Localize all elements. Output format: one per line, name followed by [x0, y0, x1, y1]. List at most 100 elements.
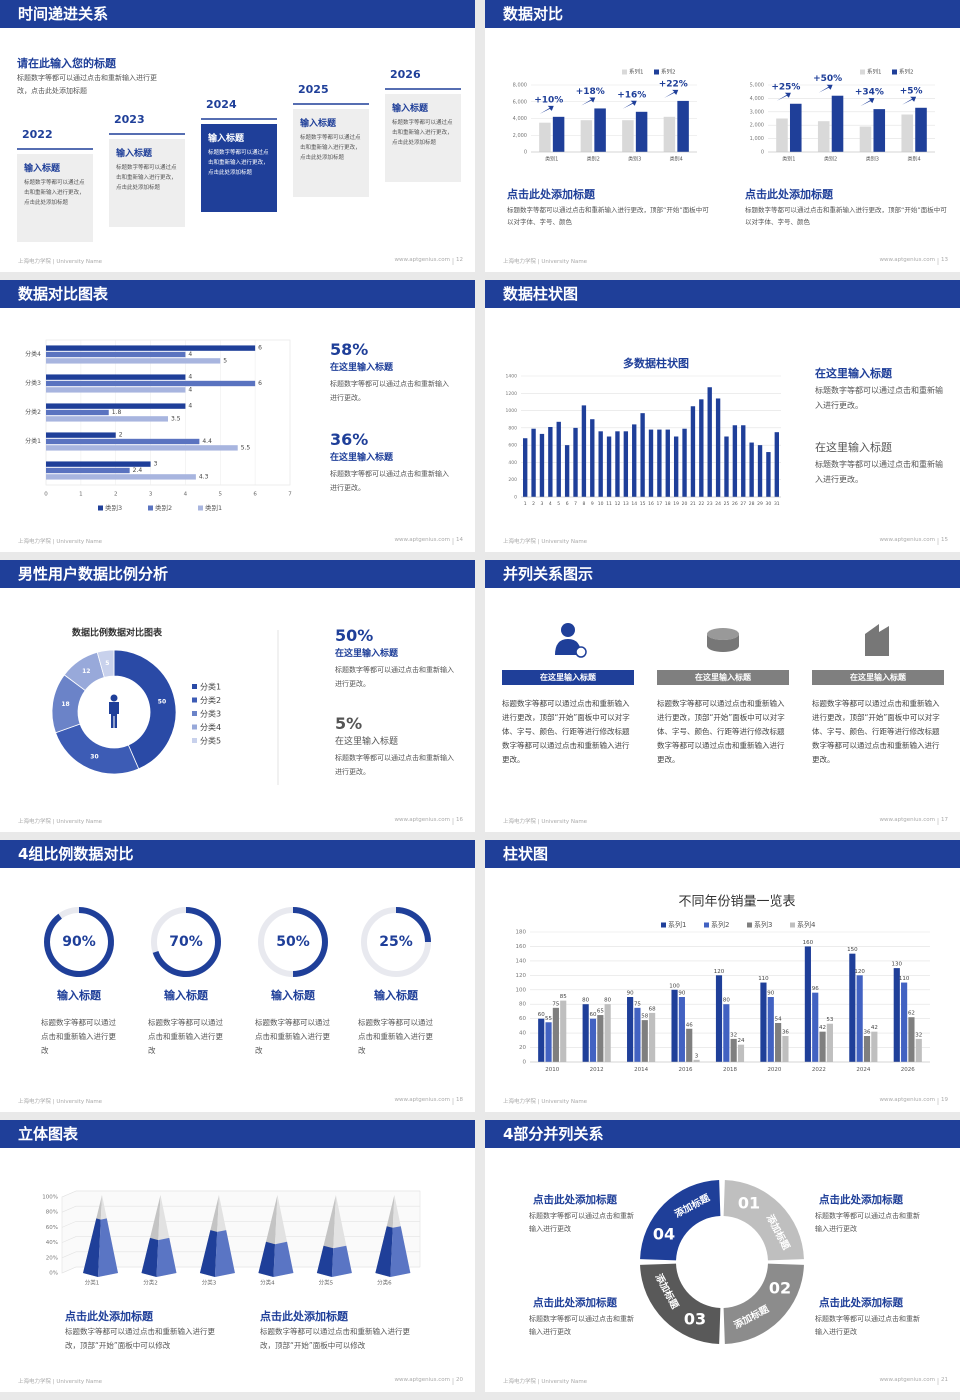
growth-arrow	[539, 105, 554, 114]
data-label: 80	[604, 998, 611, 1004]
data-label: 2	[119, 432, 123, 439]
cycle-segment	[640, 1263, 721, 1344]
pyramid-fill-face	[199, 1230, 218, 1277]
ring-label: 50%	[276, 934, 310, 950]
legend-swatch	[192, 684, 197, 689]
donut-slice	[96, 649, 115, 678]
x-tick-label: 5	[219, 492, 223, 498]
bar	[767, 997, 774, 1062]
data-label: 100	[669, 983, 680, 989]
bar	[641, 1020, 648, 1062]
x-tick-label: 2024	[856, 1067, 870, 1073]
pyramid-fill	[83, 1218, 118, 1277]
pyramid-fill-face	[141, 1237, 159, 1277]
bar	[893, 968, 900, 1062]
data-label: 4	[188, 351, 192, 358]
slide: 90% 70% 50% 25% 4组比例数据对比 上海电力学院 | University …	[0, 840, 475, 1112]
legend-swatch	[747, 922, 752, 928]
slide-title: 柱状图	[503, 845, 549, 863]
block-heading: 点击此处添加标题	[65, 1310, 153, 1323]
bar	[598, 431, 603, 497]
block-text: 标题数字等都可以通过点击和重新输入进行更改，顶部“开始”面板中可以对字体、字号、…	[507, 206, 709, 226]
pyramid-fill-face	[316, 1245, 334, 1277]
y-tick-label: 100	[516, 987, 527, 993]
column-label: 在这里输入标题	[850, 673, 906, 682]
step-year: 2025	[298, 83, 329, 96]
footer-page: 20	[456, 1377, 463, 1383]
growth-arrow	[860, 98, 875, 107]
pyramid-fill	[141, 1237, 177, 1277]
legend-label: 类别2	[155, 503, 172, 512]
stat-value: 5%	[335, 714, 363, 733]
data-label: 96	[812, 986, 819, 992]
x-tick-label: 2	[114, 492, 118, 498]
x-tick-label: 2	[532, 501, 535, 507]
data-label: 3.5	[171, 415, 181, 422]
bar	[693, 1059, 700, 1062]
header-bar	[0, 280, 475, 308]
block-text: 标题数字等都可以通过点击和重新输入进行更改	[529, 1212, 634, 1233]
x-tick-label: 1	[524, 501, 527, 507]
y-tick-label: 分类2	[25, 408, 41, 416]
bar	[627, 997, 634, 1062]
bar	[539, 433, 545, 497]
slide: 时间递进关系 上海电力学院 | University Name www.aptgen…	[0, 0, 475, 272]
footer-site: www.aptgenius.com	[879, 257, 936, 263]
bar	[648, 429, 654, 497]
bar	[826, 1023, 833, 1062]
header-bar	[485, 0, 960, 28]
y-tick-label: 4,000	[513, 116, 527, 122]
y-tick-label: 分类4	[25, 350, 41, 358]
y-tick-label: 0%	[49, 1271, 58, 1277]
footer-site: www.aptgenius.com	[394, 817, 451, 823]
footer-site: www.aptgenius.com	[394, 1097, 451, 1103]
y-tick-label: 1200	[506, 391, 518, 397]
data-label: 5	[223, 357, 227, 364]
block-text: 标题数字等都可以通过点击和重新输入进行更改，顶部“开始”面板中可以修改	[65, 1327, 215, 1350]
legend-label: 系列1	[629, 68, 644, 76]
x-tick-label: 2012	[590, 1067, 604, 1073]
bar	[556, 421, 561, 497]
data-label: 3	[695, 1053, 699, 1059]
bar	[46, 432, 116, 438]
bar	[582, 1004, 589, 1062]
header-bar	[485, 1120, 960, 1148]
stat-title: 在这里输入标题	[335, 737, 399, 747]
data-label: 5	[105, 660, 109, 667]
data-label: 4.3	[199, 473, 209, 480]
footer-school: 上海电力学院 | University Name	[503, 1379, 588, 1385]
slide-graphics: 数据比例数据对比图表 50 分类1 30 分类2 18 分类3 12 分类4 5 分类5	[51, 627, 454, 825]
ring-label: 90%	[62, 934, 96, 950]
step-card	[293, 109, 369, 197]
ring-arc	[396, 907, 431, 942]
y-tick-label: 1400	[506, 374, 518, 380]
footer-school: 上海电力学院 | University Name	[503, 259, 588, 265]
slide-graphics: 0 2,000 4,000 6,000 8,000 类别1 类别2 类别3 类别4 系列1 系列2 +…	[513, 68, 939, 265]
header-bar	[0, 840, 475, 868]
legend-label: 类别1	[205, 503, 222, 512]
x-tick-label: 类别1	[782, 156, 795, 163]
data-label: 120	[854, 969, 865, 975]
bar	[552, 1007, 559, 1062]
legend-swatch	[860, 69, 865, 75]
block-text: 标题数字等都可以通过点击和重新输入进行更改	[815, 1212, 920, 1233]
bar	[665, 429, 670, 497]
y-tick-label: 200	[508, 477, 517, 483]
bar	[715, 975, 723, 1062]
pyramid-fill	[316, 1245, 352, 1277]
y-tick-label: 0	[523, 1060, 527, 1066]
growth-arrow	[818, 84, 833, 93]
bar	[915, 107, 927, 152]
slide-graphics	[17, 88, 461, 265]
x-tick-label: 17	[657, 501, 663, 507]
data-label: 80	[582, 998, 589, 1004]
legend-swatch	[148, 505, 153, 511]
bar	[831, 95, 844, 152]
bar	[766, 452, 771, 497]
bar	[671, 989, 678, 1062]
pyramid-fill	[199, 1230, 235, 1277]
y-tick-label: 4,000	[750, 96, 764, 102]
growth-label: +34%	[855, 88, 884, 98]
y-tick-label: 80	[519, 1002, 526, 1008]
